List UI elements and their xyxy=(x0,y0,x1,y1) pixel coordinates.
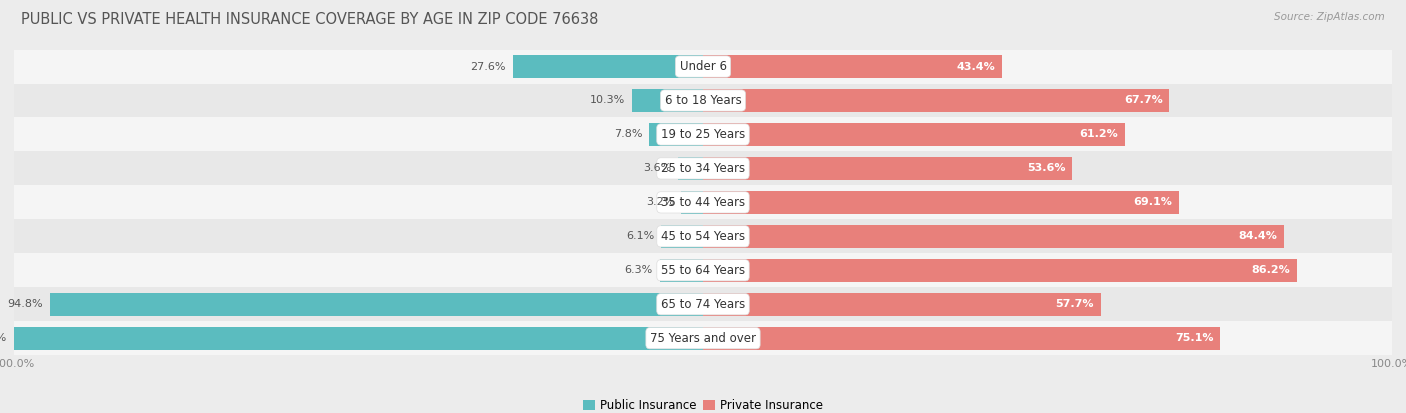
Bar xyxy=(14,253,1392,287)
Text: Source: ZipAtlas.com: Source: ZipAtlas.com xyxy=(1274,12,1385,22)
Text: 53.6%: 53.6% xyxy=(1026,164,1066,173)
Text: 25 to 34 Years: 25 to 34 Years xyxy=(661,162,745,175)
Bar xyxy=(650,123,703,146)
Bar xyxy=(14,50,1392,83)
Bar xyxy=(703,259,1296,282)
Text: 45 to 54 Years: 45 to 54 Years xyxy=(661,230,745,243)
Text: 84.4%: 84.4% xyxy=(1239,231,1278,241)
Bar xyxy=(659,259,703,282)
Text: 27.6%: 27.6% xyxy=(471,62,506,71)
Text: Under 6: Under 6 xyxy=(679,60,727,73)
Bar xyxy=(49,293,703,316)
Bar xyxy=(513,55,703,78)
Bar xyxy=(703,225,1285,248)
Bar xyxy=(678,157,703,180)
Legend: Public Insurance, Private Insurance: Public Insurance, Private Insurance xyxy=(578,394,828,413)
Bar xyxy=(703,89,1170,112)
Text: 69.1%: 69.1% xyxy=(1133,197,1173,207)
Text: 65 to 74 Years: 65 to 74 Years xyxy=(661,298,745,311)
Bar xyxy=(703,293,1101,316)
Text: 19 to 25 Years: 19 to 25 Years xyxy=(661,128,745,141)
Bar xyxy=(703,327,1220,350)
Text: 3.6%: 3.6% xyxy=(643,164,671,173)
Bar xyxy=(14,117,1392,152)
Bar xyxy=(14,321,1392,355)
Bar xyxy=(14,83,1392,117)
Bar xyxy=(703,191,1180,214)
Text: 100.0%: 100.0% xyxy=(0,333,7,343)
Text: 7.8%: 7.8% xyxy=(614,129,643,140)
Bar xyxy=(633,89,703,112)
Text: 57.7%: 57.7% xyxy=(1054,299,1094,309)
Text: 10.3%: 10.3% xyxy=(591,95,626,105)
Text: 86.2%: 86.2% xyxy=(1251,265,1289,275)
Text: 35 to 44 Years: 35 to 44 Years xyxy=(661,196,745,209)
Bar xyxy=(703,55,1002,78)
Text: 6.1%: 6.1% xyxy=(626,231,654,241)
Text: 55 to 64 Years: 55 to 64 Years xyxy=(661,264,745,277)
Text: 6 to 18 Years: 6 to 18 Years xyxy=(665,94,741,107)
Text: 43.4%: 43.4% xyxy=(956,62,995,71)
Bar xyxy=(14,185,1392,219)
Text: 94.8%: 94.8% xyxy=(7,299,44,309)
Bar xyxy=(661,225,703,248)
Bar xyxy=(703,157,1073,180)
Bar xyxy=(14,287,1392,321)
Text: 75.1%: 75.1% xyxy=(1175,333,1213,343)
Text: 6.3%: 6.3% xyxy=(624,265,652,275)
Text: PUBLIC VS PRIVATE HEALTH INSURANCE COVERAGE BY AGE IN ZIP CODE 76638: PUBLIC VS PRIVATE HEALTH INSURANCE COVER… xyxy=(21,12,599,27)
Text: 75 Years and over: 75 Years and over xyxy=(650,332,756,345)
Bar xyxy=(703,123,1125,146)
Bar xyxy=(14,327,703,350)
Bar xyxy=(681,191,703,214)
Text: 61.2%: 61.2% xyxy=(1078,129,1118,140)
Text: 67.7%: 67.7% xyxy=(1123,95,1163,105)
Text: 3.2%: 3.2% xyxy=(645,197,673,207)
Bar xyxy=(14,219,1392,253)
Bar xyxy=(14,152,1392,185)
